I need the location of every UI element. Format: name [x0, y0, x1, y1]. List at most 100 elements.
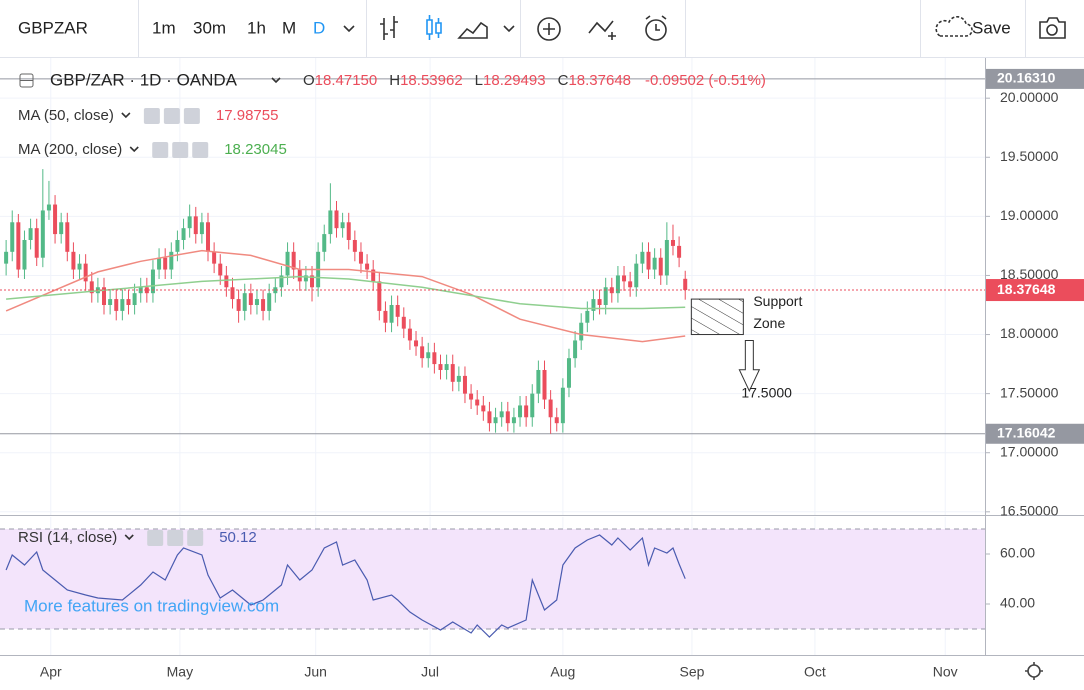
candle-body [340, 222, 345, 229]
candle-body [59, 222, 64, 235]
price-pane [0, 58, 985, 515]
indicators-icon[interactable] [588, 20, 616, 40]
indicator-value: 18.23045 [224, 141, 287, 158]
candle-body [414, 340, 419, 347]
eye-button[interactable] [147, 530, 164, 546]
x-tick-label: Oct [804, 664, 826, 680]
toolbar-bg [0, 0, 1084, 57]
indicator-name: MA (50, close) [18, 107, 114, 124]
price-line-label: 17.16042 [997, 424, 1056, 440]
candle-body [646, 251, 651, 270]
candle-body [640, 251, 645, 264]
alert-icon[interactable] [645, 19, 667, 41]
candle-body [77, 263, 82, 270]
candle-body [420, 346, 425, 359]
compare-icon[interactable] [537, 17, 561, 41]
indicator-name: MA (200, close) [18, 141, 122, 158]
ohlc-value: 18.47150 [315, 72, 378, 89]
candle-body [426, 352, 431, 359]
candle-body [303, 275, 308, 282]
interval[interactable]: M [282, 18, 296, 37]
candles-icon[interactable] [426, 15, 442, 40]
snapshot-icon[interactable] [1039, 17, 1066, 39]
price-line-label: 20.16310 [997, 70, 1056, 86]
symbol[interactable]: GBPZAR [18, 18, 88, 37]
candle-body [187, 216, 192, 229]
candle-body [481, 405, 486, 412]
candle-body [114, 299, 119, 311]
gear-button[interactable] [163, 108, 180, 124]
candle-body [193, 216, 198, 235]
candle-body [261, 299, 266, 311]
candle-body [542, 369, 547, 400]
area-icon[interactable] [457, 21, 488, 39]
candle-body [634, 263, 639, 288]
interval[interactable]: 30m [193, 18, 226, 37]
y-tick-label: 16.50000 [1000, 503, 1059, 519]
rsi-legend: RSI (14, close) [18, 529, 117, 546]
y-tick-label: 19.50000 [1000, 148, 1059, 164]
candle-body [395, 304, 400, 317]
chevron[interactable] [503, 25, 515, 33]
settings-icon[interactable] [1027, 664, 1041, 678]
alert-hands[interactable] [645, 15, 667, 31]
gear-button[interactable] [172, 142, 189, 158]
chevron[interactable] [121, 112, 131, 119]
candle-body [279, 275, 284, 288]
close-button[interactable] [187, 530, 204, 546]
candle-body [346, 222, 351, 240]
candle-body [254, 299, 259, 305]
candle-body [83, 263, 88, 282]
x-tick-label: Sep [679, 664, 704, 680]
candle-body [144, 287, 149, 294]
indicator-value: 50.12 [219, 529, 257, 546]
y-tick-label: 19.00000 [1000, 207, 1059, 223]
x-tick-label: Aug [550, 664, 575, 680]
candle-body [371, 269, 376, 282]
eye-button[interactable] [152, 142, 169, 158]
candle-body [450, 364, 455, 382]
close-button[interactable] [192, 142, 209, 158]
close-button[interactable] [183, 108, 200, 124]
x-tick-label: Jul [421, 664, 439, 680]
chevron[interactable] [271, 77, 281, 84]
chevron[interactable] [129, 146, 139, 153]
candle-body [34, 228, 39, 258]
candle-body [530, 393, 535, 418]
candle-body [28, 228, 33, 240]
candle-body [493, 417, 498, 424]
interval[interactable]: 1m [152, 18, 176, 37]
support-zone [690, 298, 744, 336]
target-arrow [738, 340, 761, 393]
save-icon[interactable] [935, 16, 973, 37]
support-zone-label: Zone [753, 315, 785, 331]
watermark: More features on tradingview.com [24, 596, 279, 615]
gear-button[interactable] [167, 530, 184, 546]
candle-body [591, 299, 596, 311]
symbol-title: GBP/ZAR · 1D · OANDA [50, 70, 238, 89]
overlay: Apr May Jun Jul Aug Sep Oct Nov 20.00000 19.50000… [40, 68, 1084, 680]
candle-body [358, 251, 363, 264]
bars-icon[interactable] [380, 16, 398, 40]
interval-active[interactable]: D [313, 18, 325, 37]
interval[interactable]: 1h [247, 18, 266, 37]
candle-body [499, 411, 504, 418]
candle-body [267, 293, 272, 311]
candle-body [175, 239, 180, 252]
candle-body [438, 364, 443, 370]
candle-body [554, 417, 559, 424]
chevron[interactable] [343, 25, 355, 33]
eye-button[interactable] [143, 108, 160, 124]
save[interactable]: Save [972, 18, 1011, 37]
candle-body [444, 364, 449, 370]
chevron[interactable] [124, 534, 134, 541]
ohlc-value: 18.29493 [483, 72, 546, 89]
candle-body [218, 263, 223, 276]
candle-body [236, 299, 241, 311]
candle-body [352, 239, 357, 252]
compare-plus[interactable] [543, 23, 555, 35]
snapshot-lens[interactable] [1046, 24, 1058, 36]
indicator-name: RSI (14, close) [18, 529, 117, 546]
legend: GBP/ZAR · 1D · OANDA O18.47150 H18.53962 L… [18, 70, 766, 545]
